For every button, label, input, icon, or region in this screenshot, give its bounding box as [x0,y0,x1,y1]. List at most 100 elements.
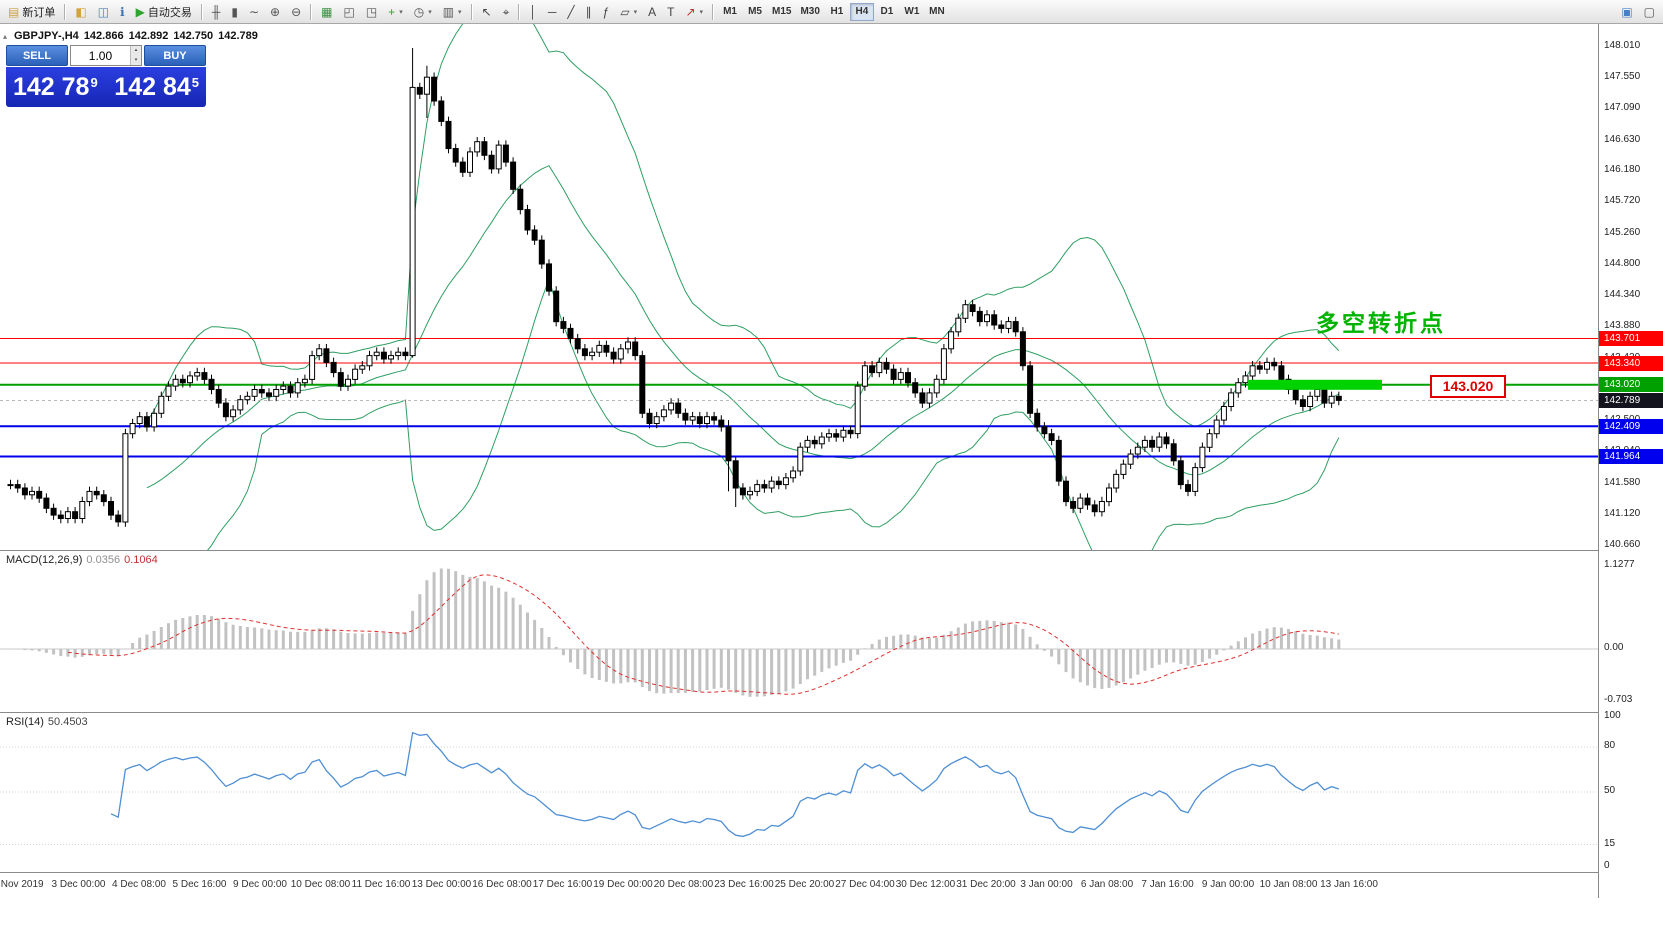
new-order-icon: ▤ [8,4,20,19]
time-axis-label: 11 Dec 16:00 [351,879,411,890]
arrows-gallery-button[interactable]: ↗ ▾ [680,2,708,22]
time-axis[interactable]: 9 Nov 2019 3 Dec 00:00 4 Dec 08:00 5 Dec 16… [0,872,1598,899]
time-axis-label: 3 Dec 00:00 [51,879,106,890]
horizontal-line-icon: ─ [547,4,557,19]
arrange-windows-button[interactable]: ◳ [361,2,382,22]
volume-field: ▴ ▾ [70,45,142,66]
indicators-button[interactable]: + ▾ [383,2,408,22]
macd-panel[interactable]: MACD(12,26,9) 0.0356 0.1064 [0,550,1598,713]
autotrading-button[interactable]: ▶ 自动交易 [131,2,197,22]
timeframe-H1-button[interactable]: H1 [825,3,849,21]
tile-windows-button[interactable]: ▦ [316,2,337,22]
vertical-line-button[interactable]: │ [524,2,542,22]
price-tick-label: 146.630 [1604,133,1641,145]
dock-window-button[interactable]: ▣ [1616,2,1637,22]
bar-chart-button[interactable]: ╫ [207,2,226,22]
arrows-gallery-dropdown-icon: ▾ [699,8,704,16]
price-line-marker[interactable]: 143.701 [1599,331,1663,347]
trendline-button[interactable]: ╱ [562,2,579,22]
time-axis-label: 9 Dec 00:00 [233,879,287,890]
rsi-tick-label: 0 [1604,860,1610,871]
text-label-button[interactable]: T [662,2,679,22]
price-scale[interactable]: 148.010 147.550 147.090 146.630 146.180 145.7… [1598,24,1663,898]
trendline-icon: ╱ [567,4,575,19]
templates-dropdown-icon: ▾ [458,8,462,16]
volume-down-button[interactable]: ▾ [130,55,141,65]
charts-gallery-icon: ◧ [75,4,87,19]
period-button[interactable]: ◷ ▾ [409,2,437,22]
buy-button[interactable]: BUY [144,45,206,66]
time-axis-label: 17 Dec 16:00 [532,879,593,890]
time-axis-label: 19 Dec 00:00 [593,879,653,890]
price-tick-label: 148.010 [1604,40,1641,51]
fibonacci-button[interactable]: ƒ [598,2,615,22]
time-axis-label: 9 Nov 2019 [0,879,44,890]
timeframe-D1-button[interactable]: D1 [875,3,899,21]
zoom-out-icon: ⊖ [291,4,302,19]
candlestick-chart-icon: ▮ [231,4,238,19]
sell-price[interactable]: 142 789 [13,72,98,101]
zoom-out-button[interactable]: ⊖ [286,2,306,22]
volume-input[interactable] [71,46,130,65]
toolbar-separator [518,3,521,20]
help-button[interactable]: ℹ [115,2,130,22]
time-axis-label: 31 Dec 20:00 [956,879,1016,890]
profile-button[interactable]: ◫ [93,2,114,22]
buy-price[interactable]: 142 845 [114,72,199,101]
rsi-title: RSI(14) [6,716,44,728]
charts-gallery-button[interactable]: ◧ [70,2,91,22]
expand-window-button[interactable]: ▢ [1639,2,1660,22]
timeframe-M30-button[interactable]: M30 [796,3,823,21]
timeframe-M1-button[interactable]: M1 [718,3,742,21]
timeframe-W1-button[interactable]: W1 [900,3,924,21]
bar-chart-icon: ╫ [211,4,221,19]
channel-button[interactable]: ∥ [581,2,597,22]
cascade-windows-button[interactable]: ◰ [338,2,359,22]
rsi-panel[interactable]: RSI(14) 50.4503 [0,712,1598,873]
horizontal-line-button[interactable]: ─ [543,2,562,22]
time-axis-label: 27 Dec 04:00 [835,879,895,890]
time-axis-label: 20 Dec 08:00 [653,879,714,890]
text-button[interactable]: A [643,2,661,22]
price-tick-label: 146.180 [1604,164,1641,176]
shapes-button[interactable]: ▱ ▾ [615,2,642,22]
toolbar-separator [200,3,203,20]
sell-button[interactable]: SELL [6,45,68,66]
price-tick-label: 144.340 [1604,289,1641,301]
profile-icon: ◫ [97,4,110,19]
candlestick-chart-button[interactable]: ▮ [226,2,243,22]
channel-icon: ∥ [585,4,592,19]
zoom-in-button[interactable]: ⊕ [265,2,285,22]
timeframe-M15-button[interactable]: M15 [768,3,795,21]
toolbar-separator [712,3,715,20]
price-line-marker[interactable]: 143.020 [1599,377,1663,393]
crosshair-button[interactable]: ⌖ [498,2,515,22]
timeframe-H4-button[interactable]: H4 [849,2,874,21]
rsi-tick-label: 50 [1604,785,1616,796]
macd-signal-value: 0.1064 [124,554,158,566]
timeframe-M5-button[interactable]: M5 [743,3,767,21]
line-chart-button[interactable]: ∼ [244,2,264,22]
price-tick-label: 144.800 [1604,257,1641,269]
help-icon: ℹ [120,4,125,19]
price-line-marker[interactable]: 142.409 [1599,418,1663,434]
one-click-toggle-icon[interactable]: ▴ [3,32,8,41]
price-tick-label: 145.260 [1604,226,1641,238]
symbol-high: 142.892 [128,30,169,42]
price-line-marker[interactable]: 141.964 [1599,448,1663,464]
new-order-button[interactable]: ▤ 新订单 [3,2,60,22]
time-axis-label: 7 Jan 16:00 [1141,879,1194,890]
timeframe-MN-button[interactable]: MN [925,3,949,21]
cursor-button[interactable]: ↖ [477,2,497,22]
main-chart-panel[interactable]: ▴ GBPJPY-,H4 142.866 142.892 142.750 142.789 … [0,24,1598,550]
rsi-value: 50.4503 [47,716,88,728]
volume-up-button[interactable]: ▴ [130,46,141,56]
price-line-marker[interactable]: 143.340 [1599,355,1663,371]
price-tick-label: 147.090 [1604,102,1641,114]
time-axis-label: 23 Dec 16:00 [714,879,774,890]
price-chart-canvas[interactable] [0,24,1598,550]
rsi-title-row: RSI(14) 50.4503 [6,716,88,728]
time-axis-label: 30 Dec 12:00 [895,879,956,890]
new-order-label: 新订单 [22,6,56,19]
templates-button[interactable]: ▥ ▾ [438,2,467,22]
